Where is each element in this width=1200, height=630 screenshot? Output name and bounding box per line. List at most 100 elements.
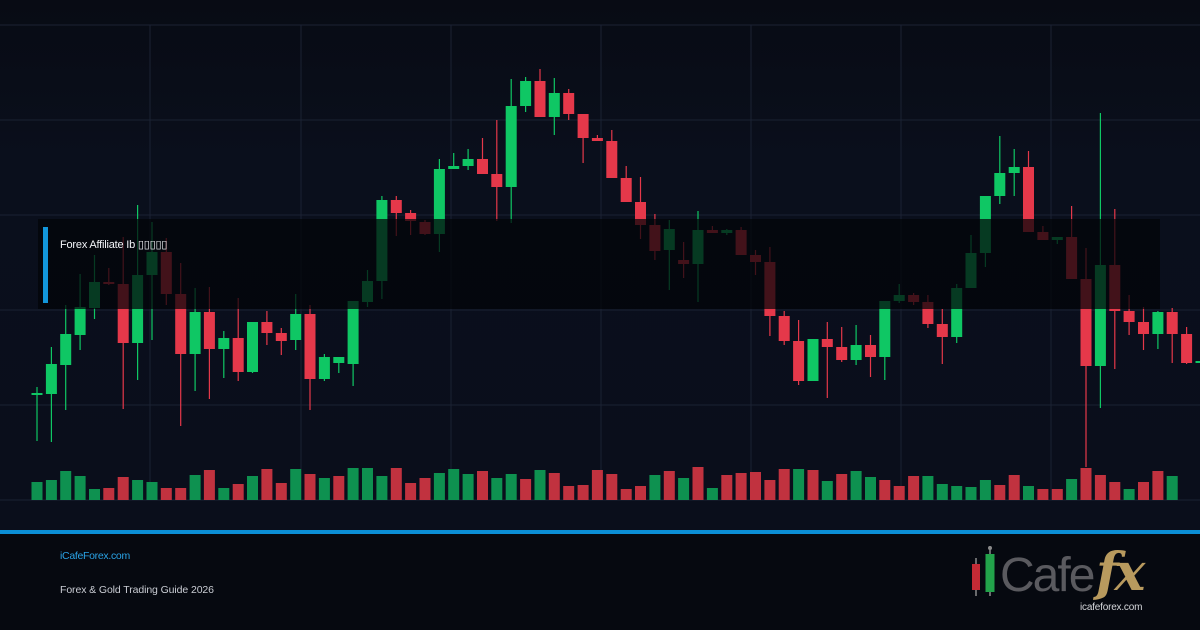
candle-body (778, 316, 790, 341)
candle-body (45, 364, 57, 394)
volume-bar (591, 470, 603, 500)
volume-bar (678, 478, 690, 500)
candle-body (462, 159, 474, 166)
candle-body (1166, 312, 1178, 334)
candle-body (807, 339, 819, 381)
volume-bar (706, 488, 718, 500)
volume-bar (275, 483, 287, 500)
volume-bar (175, 488, 187, 500)
volume-bar (951, 486, 963, 500)
candle-body (865, 345, 876, 357)
volume-bar (45, 480, 57, 500)
candle-body (31, 393, 43, 395)
volume-bar (936, 484, 948, 500)
volume-bar (1023, 486, 1034, 500)
candle-body (433, 169, 445, 234)
candle-body (232, 338, 244, 372)
site-link[interactable]: iCafeForex.com (60, 550, 130, 562)
volume-bar (620, 489, 632, 500)
candle-body (175, 294, 187, 354)
volume-bar (836, 474, 848, 500)
candle-body (1138, 322, 1149, 334)
candle-body (994, 173, 1006, 196)
candle-body (1094, 265, 1106, 366)
volume-bar (1066, 479, 1078, 500)
volume-bar (692, 467, 704, 500)
candle-body (793, 341, 805, 381)
volume-bar (60, 471, 72, 500)
volume-bar (505, 474, 517, 500)
volume-bar (448, 469, 460, 500)
logo-fx-mark: fx (1096, 542, 1145, 603)
volume-bar (1080, 468, 1092, 500)
accent-divider (0, 530, 1200, 534)
volume-bar (477, 471, 488, 500)
candle-body (74, 307, 86, 335)
volume-bar (1123, 489, 1135, 500)
candle-body (548, 93, 560, 117)
candle-body (1181, 334, 1193, 363)
volume-bar (577, 485, 589, 500)
volume-bar (994, 485, 1006, 500)
volume-bar (333, 476, 345, 500)
candle-body (275, 333, 287, 341)
candle-body (951, 288, 963, 337)
logo-url: icafeforex.com (1080, 602, 1143, 613)
volume-bar (89, 489, 100, 500)
candle-body (189, 312, 201, 354)
volume-bar (908, 476, 920, 500)
volume-bar (807, 470, 819, 500)
volume-bar (462, 474, 474, 500)
volume-bar (362, 468, 373, 500)
volume-bar (879, 480, 891, 500)
volume-bar (534, 470, 546, 500)
candle-body (879, 301, 891, 357)
volume-bar (31, 482, 43, 500)
logo-wordmark: Cafe (1000, 549, 1095, 602)
candle-body (520, 81, 532, 106)
volume-bar (419, 478, 431, 500)
candle-body (60, 334, 72, 365)
volume-bar (563, 486, 575, 500)
volume-bar (146, 482, 158, 500)
volume-bar (304, 474, 316, 500)
volume-bar (821, 481, 833, 500)
volume-bar (865, 477, 876, 500)
volume-bar (1166, 476, 1178, 500)
candle-body (534, 81, 546, 117)
volume-bar (491, 478, 503, 500)
candle-body (290, 314, 302, 340)
candle-body (836, 347, 848, 360)
candle-body (491, 174, 503, 187)
volume-bar (778, 469, 790, 500)
volume-bar (405, 483, 417, 500)
candle-body (1195, 361, 1200, 363)
candle-body (347, 301, 359, 364)
candle-body (132, 275, 144, 343)
candle-body (117, 284, 129, 343)
volume-bar (103, 488, 115, 500)
volume-bar (1051, 489, 1063, 500)
candle-body (821, 339, 833, 347)
candle-body (261, 322, 273, 333)
candlestick-logo-icon (972, 546, 995, 596)
volume-bar (721, 475, 733, 500)
candle-body (318, 357, 330, 379)
volume-bar (979, 480, 991, 500)
candle-body (577, 114, 589, 138)
volume-bar (520, 479, 532, 500)
volume-bar (189, 475, 201, 500)
candle-body (203, 312, 215, 349)
volume-bar (649, 475, 661, 500)
guide-text: Forex & Gold Trading Guide 2026 (60, 584, 214, 596)
volume-bar (1008, 475, 1020, 500)
volume-bar (117, 477, 129, 500)
volume-bar (764, 480, 776, 500)
volume-bar (1037, 489, 1049, 500)
volume-bar (965, 487, 977, 500)
overlay-title: Forex Affiliate Ib ▯▯▯▯▯ (60, 239, 168, 251)
candle-body (1152, 312, 1164, 334)
candle-body (333, 357, 345, 363)
candle-body (477, 159, 488, 174)
volume-bar (1109, 482, 1121, 500)
